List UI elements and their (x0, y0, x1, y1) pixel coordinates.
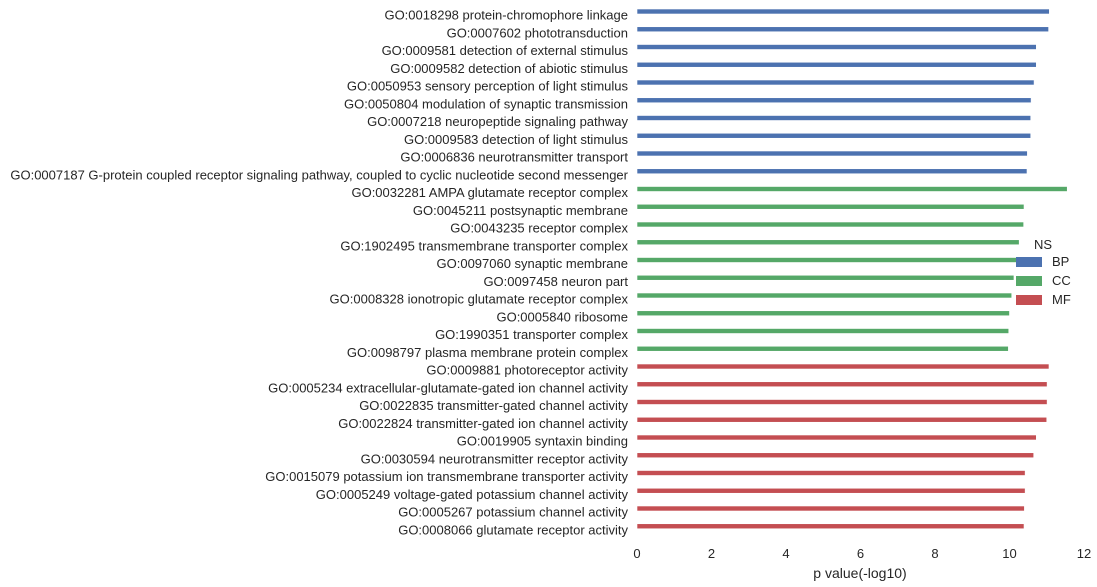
bar-cc-13 (636, 239, 1020, 246)
bar-bp-4 (636, 79, 1035, 86)
bar-bp-2 (636, 44, 1037, 50)
category-label: GO:0009583 detection of light stimulus (404, 132, 629, 147)
legend-title: NS (1034, 237, 1052, 252)
legend-label-bp: BP (1052, 254, 1069, 269)
bar-mf-23 (636, 416, 1048, 423)
category-label: GO:0009581 detection of external stimulu… (382, 43, 629, 58)
bar-cc-16 (636, 292, 1013, 299)
legend-label-cc: CC (1052, 273, 1071, 288)
category-label: GO:0097458 neuron part (483, 274, 628, 289)
category-label: GO:1990351 transporter complex (435, 327, 628, 342)
legend-swatch-mf (1016, 295, 1042, 305)
category-label: GO:0005840 ribosome (496, 309, 628, 324)
category-label: GO:0009881 photoreceptor activity (426, 363, 628, 378)
bar-bp-8 (636, 150, 1028, 157)
category-label: GO:0032281 AMPA glutamate receptor compl… (351, 185, 628, 200)
x-tick-label: 0 (633, 546, 640, 561)
bar-bp-1 (636, 26, 1049, 33)
category-label: GO:0045211 postsynaptic membrane (413, 203, 628, 218)
category-label: GO:1902495 transmembrane transporter com… (340, 238, 628, 253)
x-tick-label: 6 (857, 546, 864, 561)
category-label: GO:0005234 extracellular-glutamate-gated… (268, 380, 628, 395)
bar-mf-29 (636, 523, 1025, 530)
legend-swatch-bp (1016, 257, 1042, 267)
bar-mf-25 (636, 452, 1035, 459)
category-label: GO:0022824 transmitter-gated ion channel… (338, 416, 628, 431)
bar-bp-5 (636, 97, 1032, 104)
category-label: GO:0018298 protein-chromophore linkage (384, 8, 628, 23)
category-label: GO:0015079 potassium ion transmembrane t… (265, 469, 628, 484)
category-label: GO:0005249 voltage-gated potassium chann… (316, 487, 629, 502)
bars-group (636, 8, 1068, 530)
category-label: GO:0019905 syntaxin binding (457, 434, 628, 449)
bar-cc-17 (636, 310, 1010, 317)
bar-mf-20 (636, 363, 1050, 370)
x-tick-label: 2 (708, 546, 715, 561)
legend: NS BP CC MF (1016, 237, 1071, 307)
category-label: GO:0008066 glutamate receptor activity (398, 522, 628, 537)
bar-mf-27 (636, 487, 1026, 494)
x-tick-label: 8 (931, 546, 938, 561)
legend-label-mf: MF (1052, 292, 1071, 307)
category-label: GO:0098797 plasma membrane protein compl… (347, 345, 629, 360)
bar-mf-24 (636, 434, 1037, 441)
category-label: GO:0030594 neurotransmitter receptor act… (361, 451, 629, 466)
category-label: GO:0022835 transmitter-gated channel act… (359, 398, 628, 413)
bar-mf-28 (636, 505, 1025, 512)
category-label: GO:0007602 phototransduction (447, 25, 628, 40)
legend-entries: BP CC MF (1016, 254, 1071, 307)
category-label: GO:0006836 neurotransmitter transport (400, 150, 628, 165)
bar-cc-18 (636, 328, 1010, 334)
legend-swatch-cc (1016, 276, 1042, 286)
x-tick-label: 12 (1077, 546, 1091, 561)
x-tick-label: 10 (1002, 546, 1016, 561)
bar-bp-7 (636, 132, 1032, 139)
bar-cc-14 (636, 257, 1019, 263)
category-label: GO:0009582 detection of abiotic stimulus (390, 61, 628, 76)
category-label: GO:0008328 ionotropic glutamate receptor… (330, 292, 629, 307)
category-labels: GO:0018298 protein-chromophore linkage GO… (10, 8, 628, 538)
bar-mf-22 (636, 399, 1048, 405)
category-label: GO:0005267 potassium channel activity (398, 505, 628, 520)
bar-bp-6 (636, 115, 1032, 121)
bar-mf-26 (636, 470, 1026, 476)
category-label: GO:0007218 neuropeptide signaling pathwa… (367, 114, 628, 129)
x-axis-ticks: 0 2 4 6 8 10 12 (633, 546, 1091, 561)
bar-mf-21 (636, 381, 1048, 388)
bar-bp-9 (636, 168, 1028, 175)
bar-bp-3 (636, 61, 1037, 68)
bar-cc-15 (636, 274, 1015, 281)
x-axis-title: p value(-log10) (813, 565, 906, 581)
category-label: GO:0050953 sensory perception of light s… (347, 79, 629, 94)
bar-cc-10 (636, 186, 1068, 192)
x-tick-label: 4 (782, 546, 789, 561)
category-label: GO:0007187 G-protein coupled receptor si… (10, 167, 628, 182)
bar-bp-0 (636, 8, 1050, 15)
bar-cc-12 (636, 221, 1024, 228)
bar-cc-11 (636, 203, 1025, 210)
category-label: GO:0043235 receptor complex (450, 221, 628, 236)
category-label: GO:0050804 modulation of synaptic transm… (344, 96, 628, 111)
category-label: GO:0097060 synaptic membrane (437, 256, 629, 271)
bar-cc-19 (636, 345, 1009, 352)
